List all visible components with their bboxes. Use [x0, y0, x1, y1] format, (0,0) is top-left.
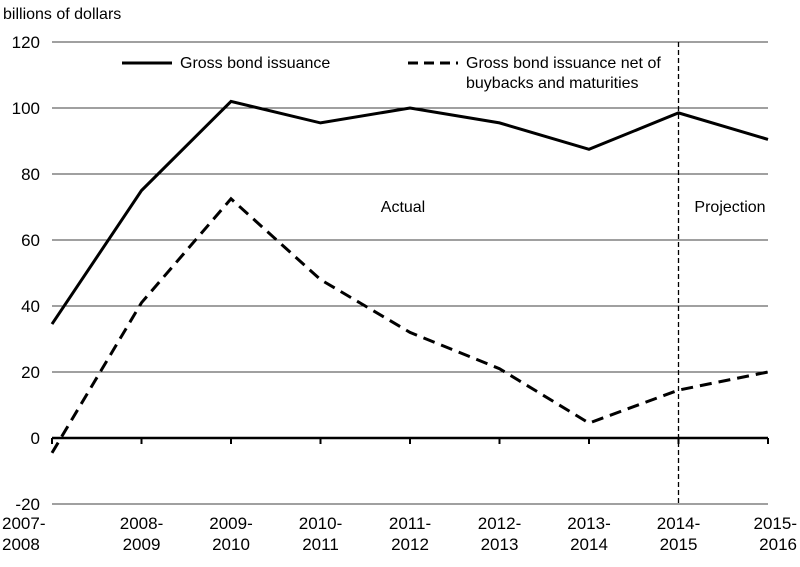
x-tick-label: 2010-: [299, 514, 342, 533]
annotation-actual: Actual: [381, 199, 425, 216]
y-tick-label: 0: [31, 429, 40, 448]
annotation-projection: Projection: [694, 199, 765, 216]
y-tick-label: 60: [21, 231, 40, 250]
x-tick-label: 2011-: [389, 514, 431, 533]
x-tick-label: 2011: [302, 535, 339, 554]
legend-label-net-line-1: Gross bond issuance net of: [466, 55, 661, 72]
x-tick-label: 2013-: [567, 514, 610, 533]
legend-label-net-line-2: buybacks and maturities: [466, 75, 639, 92]
x-tick-label: 2008: [2, 535, 40, 554]
y-tick-label: 40: [21, 297, 40, 316]
series-line-net-issuance: [50, 196, 769, 454]
gridlines: [52, 41, 768, 505]
y-tick-label: 120: [12, 33, 40, 52]
x-tick-label: 2013: [481, 535, 519, 554]
x-tick-label: 2016: [759, 535, 797, 554]
y-axis-ticks: -20 0 20 40 60 80 100 120: [12, 33, 40, 514]
y-tick-label: 80: [21, 165, 40, 184]
annotations: Actual Projection: [381, 199, 766, 216]
x-tick-label: 2012-: [478, 514, 521, 533]
x-tick-label: 2008-: [120, 514, 163, 533]
x-tick-label: 2009-: [209, 514, 252, 533]
x-tick-label: 2014: [570, 535, 608, 554]
legend-label-gross: Gross bond issuance: [180, 55, 330, 72]
x-tick-label: 2009: [123, 535, 161, 554]
x-axis-ticks: 2007- 2008 2008- 2009 2009- 2010 2010- 2011 2011…: [2, 438, 797, 554]
x-tick-label: 2015: [660, 535, 698, 554]
y-tick-label: -20: [15, 495, 40, 514]
y-tick-label: 20: [21, 363, 40, 382]
x-tick-label: 2007-: [2, 514, 45, 533]
x-tick-label: 2012: [391, 535, 429, 554]
x-tick-label: 2015-: [754, 514, 797, 533]
series-line-gross-issuance: [50, 99, 769, 325]
x-tick-label: 2010: [212, 535, 250, 554]
y-axis-label: billions of dollars: [3, 6, 121, 23]
legend: Gross bond issuance Gross bond issuance …: [122, 55, 661, 92]
series-lines: [50, 99, 769, 454]
x-tick-label: 2014-: [657, 514, 700, 533]
y-tick-label: 100: [12, 99, 40, 118]
